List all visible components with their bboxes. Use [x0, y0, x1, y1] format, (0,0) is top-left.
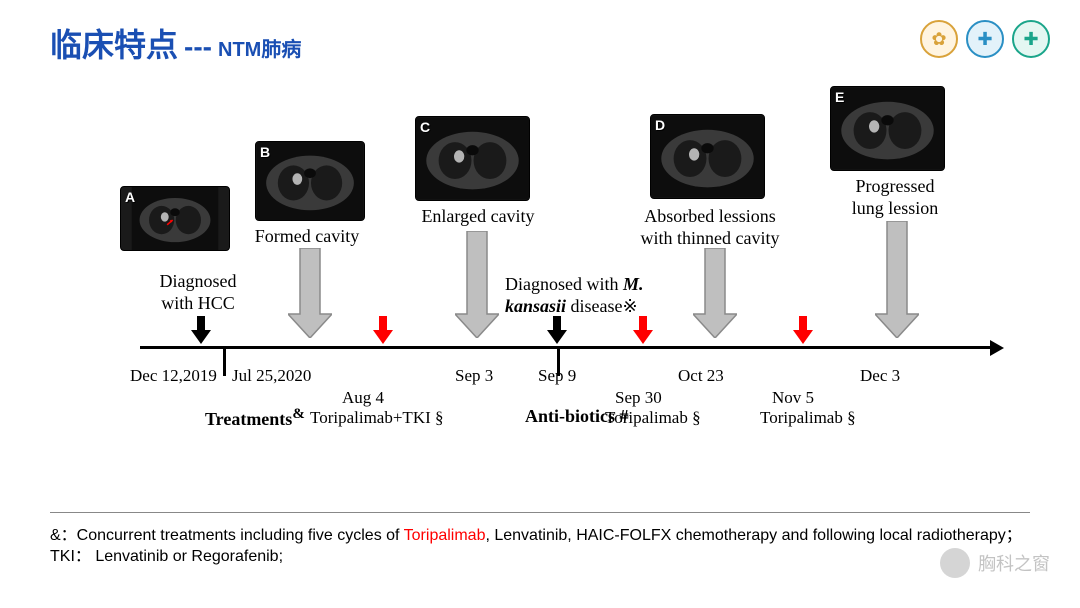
ct-scan-e: E	[830, 86, 945, 171]
ct-caption-e: Progressedlung lession	[835, 176, 955, 219]
gray-arrow-4-icon	[875, 221, 919, 343]
footnotes: &：Concurrent treatments including five c…	[50, 512, 1030, 568]
axis-tick-1	[223, 346, 226, 376]
treatments-heading: Treatments&	[205, 406, 305, 430]
gray-arrow-1-icon	[288, 248, 332, 343]
title-main: 临床特点	[50, 20, 178, 66]
ct-scan-a: A	[120, 186, 230, 251]
date-bottom-1: Sep 30	[615, 388, 662, 408]
treatment-label-2: Toripalimab §	[760, 408, 856, 428]
red-arrow-1-icon	[373, 316, 393, 349]
ct-scan-d: D	[650, 114, 765, 199]
date-top-5: Dec 3	[860, 366, 900, 386]
gray-arrow-3-icon	[693, 248, 737, 343]
footnote-1: &：Concurrent treatments including five c…	[50, 525, 1030, 547]
slide-title: 临床特点 --- NTM肺病	[50, 20, 1030, 66]
date-top-1: Jul 25,2020	[232, 366, 311, 386]
ct-caption-b: Formed cavity	[242, 226, 372, 248]
black-arrow-2-icon	[547, 316, 567, 349]
date-bottom-0: Aug 4	[342, 388, 384, 408]
red-arrow-2-icon	[633, 316, 653, 349]
logo-row: ✿ ✚ ✚	[920, 20, 1050, 58]
footnote-2: TKI： Lenvatinib or Regorafenib;	[50, 546, 1030, 568]
date-top-0: Dec 12,2019	[130, 366, 217, 386]
diagnosis-mk: Diagnosed with M.kansasii disease※	[505, 274, 675, 317]
title-dash: ---	[184, 31, 212, 63]
watermark: 胸科之窗	[940, 548, 1050, 578]
axis-arrowhead-icon	[990, 340, 1004, 356]
watermark-text: 胸科之窗	[978, 550, 1050, 576]
title-sub: NTM肺病	[218, 33, 301, 62]
date-top-2: Sep 3	[455, 366, 493, 386]
date-top-4: Oct 23	[678, 366, 724, 386]
black-arrow-1-icon	[191, 316, 211, 349]
red-arrow-3-icon	[793, 316, 813, 349]
gray-arrow-2-icon	[455, 231, 499, 343]
watermark-icon	[940, 548, 970, 578]
date-top-3: Sep 9	[538, 366, 576, 386]
ct-scan-b: B	[255, 141, 365, 221]
logo-2: ✚	[966, 20, 1004, 58]
timeline-diagram: A Diagnosedwith HCC B Formed cavity C Enla…	[60, 76, 1020, 456]
treatment-label-0: Toripalimab+TKI §	[310, 408, 444, 428]
ct-caption-a: Diagnosedwith HCC	[148, 271, 248, 314]
logo-1: ✿	[920, 20, 958, 58]
ct-scan-c: C	[415, 116, 530, 201]
date-bottom-2: Nov 5	[772, 388, 814, 408]
logo-3: ✚	[1012, 20, 1050, 58]
ct-caption-d: Absorbed lessionswith thinned cavity	[620, 206, 800, 249]
ct-caption-c: Enlarged cavity	[408, 206, 548, 228]
antibiotics-heading: Anti-biotics #	[525, 406, 629, 427]
